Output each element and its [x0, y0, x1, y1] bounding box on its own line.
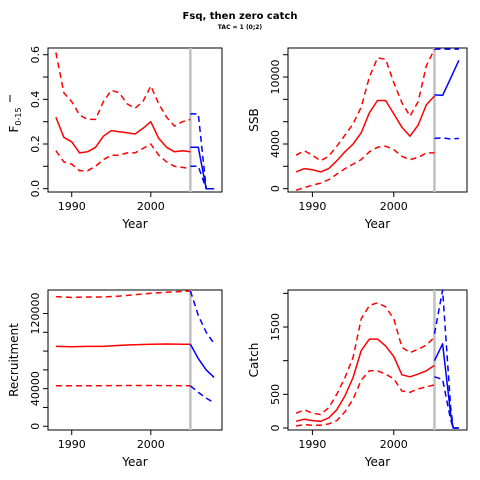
series-upper-historical — [55, 290, 191, 299]
x-axis-label: Year — [364, 455, 390, 469]
y-tick-label: 0.4 — [29, 91, 42, 109]
figure-title: Fsq, then zero catch — [182, 11, 298, 22]
x-axis-label: Year — [121, 455, 147, 469]
x-tick-label: 1990 — [298, 200, 326, 213]
panel-catch: 1990 2000 0 500 1500 Year Catch — [247, 289, 468, 469]
y-tick-label: 0 — [29, 423, 42, 430]
series-upper-historical — [295, 48, 436, 162]
series-lower-historical — [55, 143, 191, 172]
figure-subtitle: TAC = 1 (0;2) — [217, 24, 263, 31]
series-upper-projection — [433, 289, 459, 429]
series-median-historical — [295, 95, 436, 173]
series-lower-historical — [295, 370, 435, 427]
y-tick-label: 0 — [269, 185, 282, 192]
y-axis-label: Recruitment — [7, 323, 21, 397]
series-lower-projection — [190, 165, 215, 190]
y-axis-label: F0-15 — [7, 107, 23, 132]
series-lower-projection — [189, 385, 215, 404]
x-tick-label: 1990 — [58, 200, 86, 213]
series-median-historical — [55, 116, 191, 154]
panel-ssb: 1990 2000 0 4000 10000 Year SSB — [247, 47, 468, 231]
y-tick-label: 0.0 — [29, 180, 42, 198]
y-tick-label: 40000 — [29, 371, 42, 406]
x-tick-label: 1990 — [298, 438, 326, 451]
series-lower-projection — [434, 137, 459, 140]
series-median-projection — [190, 146, 215, 190]
series-lower-historical — [295, 145, 435, 192]
series-median-historical — [295, 338, 435, 423]
series-upper-historical — [55, 52, 191, 127]
x-tick-label: 1990 — [58, 438, 86, 451]
series-upper-historical — [295, 302, 436, 416]
series-lower-projection — [434, 376, 459, 429]
plot-frame — [287, 47, 468, 193]
y-tick-label: 500 — [269, 384, 282, 405]
plot-frame — [47, 289, 223, 431]
x-axis-label: Year — [121, 217, 147, 231]
y-tick-label: 10000 — [269, 60, 282, 95]
y-tick-label: 0 — [269, 424, 282, 431]
y-tick-label: 1500 — [269, 313, 282, 341]
x-tick-label: 2000 — [137, 438, 165, 451]
y-axis-label: SSB — [247, 108, 261, 131]
x-tick-label: 2000 — [380, 438, 408, 451]
y-tick-label: 0.6 — [29, 46, 42, 64]
y-axis-label: Catch — [247, 343, 261, 378]
series-median-historical — [55, 343, 191, 348]
series-median-projection — [434, 59, 460, 97]
y-tick-label: 120000 — [29, 292, 42, 334]
plot-frame — [287, 289, 468, 431]
panel-recruitment: 1990 2000 0 40000 120000 Year Recruitment — [7, 289, 223, 469]
panel-fbar: 1990 2000 0.0 0.2 0.4 0.6 Year F0-15 — [7, 46, 223, 231]
series-median-projection — [189, 343, 215, 378]
y-tick-label: 4000 — [269, 130, 282, 158]
series-upper-projection — [189, 290, 215, 345]
series-upper-projection — [190, 113, 215, 190]
x-axis-label: Year — [364, 217, 390, 231]
x-tick-label: 2000 — [137, 200, 165, 213]
x-tick-label: 2000 — [380, 200, 408, 213]
plot-frame — [47, 47, 223, 193]
y-tick-label: 0.2 — [29, 135, 42, 153]
